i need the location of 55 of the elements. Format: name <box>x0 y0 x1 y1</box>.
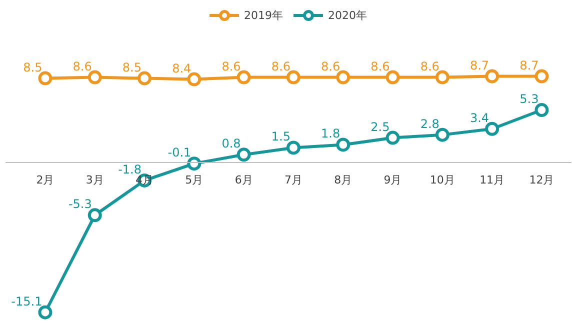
data-label: 2.8 <box>420 116 440 131</box>
point <box>386 70 400 84</box>
data-label: 8.6 <box>72 59 92 74</box>
data-label: 8.6 <box>370 59 390 74</box>
x-tick-label: 11月 <box>480 174 505 187</box>
x-tick-label: 8月 <box>334 174 352 187</box>
point <box>435 128 450 142</box>
point <box>485 69 500 84</box>
x-tick-label: 2月 <box>36 174 54 187</box>
point <box>236 148 251 162</box>
x-tick-label: 12月 <box>529 174 554 187</box>
point <box>88 208 102 222</box>
point <box>336 138 350 152</box>
point <box>187 72 202 86</box>
data-label: 5.3 <box>520 92 539 106</box>
point <box>435 70 450 84</box>
point <box>386 130 400 145</box>
data-label: 8.7 <box>470 58 490 72</box>
legend-label: 2019年 <box>244 8 283 22</box>
data-label: -15.1 <box>11 294 42 308</box>
data-label: 8.4 <box>172 61 192 76</box>
point <box>286 140 300 155</box>
point <box>236 70 251 84</box>
point <box>286 70 300 84</box>
data-label: 3.4 <box>470 110 490 125</box>
point <box>534 103 549 118</box>
data-label: 1.8 <box>321 126 340 141</box>
x-tick-label: 7月 <box>284 174 302 187</box>
legend-label: 2020年 <box>328 8 367 22</box>
point <box>187 156 202 171</box>
data-label: 8.6 <box>222 59 241 74</box>
x-tick-label: 6月 <box>234 174 253 187</box>
point <box>38 305 52 320</box>
point <box>336 70 350 84</box>
data-label: 8.6 <box>420 59 440 74</box>
point <box>138 71 152 86</box>
data-label: 8.6 <box>271 59 290 74</box>
x-tick-label: 10月 <box>430 174 455 187</box>
data-label: 8.5 <box>122 60 142 74</box>
point <box>534 69 549 84</box>
data-label: 0.8 <box>222 136 241 151</box>
data-label: 1.5 <box>271 130 290 144</box>
data-label: 8.6 <box>321 59 340 74</box>
data-label: -5.3 <box>68 197 92 212</box>
point <box>485 122 500 136</box>
data-label: 2.5 <box>370 120 390 134</box>
x-tick-label: 3月 <box>86 174 104 187</box>
data-label: -0.1 <box>168 146 192 160</box>
data-label: -1.8 <box>118 162 142 176</box>
data-label: 8.7 <box>520 58 539 72</box>
data-label: 8.5 <box>23 60 42 74</box>
point <box>88 70 102 84</box>
x-tick-label: 5月 <box>185 174 204 187</box>
point <box>38 71 52 86</box>
x-tick-label: 9月 <box>384 174 402 187</box>
